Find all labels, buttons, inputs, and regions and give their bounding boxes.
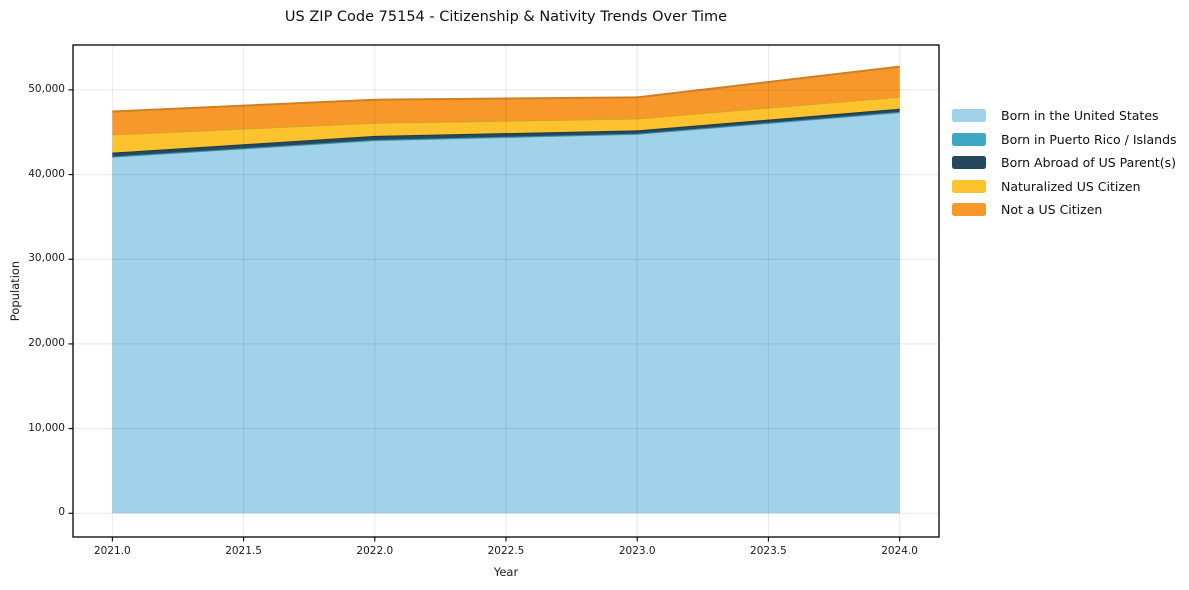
y-axis-label: Population: [8, 260, 22, 322]
x-tick-label: 2021.5: [225, 545, 262, 557]
area-born-in-the-united-states: [112, 112, 900, 514]
legend-label: Not a US Citizen: [1001, 202, 1103, 218]
edge-not-a-us-citizen: [112, 65, 900, 113]
x-tick-label: 2024.0: [881, 545, 918, 557]
x-tick-label: 2022.0: [356, 545, 394, 557]
legend-label: Born in Puerto Rico / Islands: [1001, 131, 1177, 147]
y-tick-label: 40,000: [28, 167, 65, 180]
legend-label: Born in the United States: [1001, 108, 1159, 124]
legend: Born in the United States Born in Puerto …: [952, 104, 1177, 222]
x-tick-label: 2021.0: [93, 545, 131, 557]
legend-item-born-abroad-of-us-parent-s: Born Abroad of US Parent(s): [952, 151, 1177, 175]
legend-swatch-icon: [952, 203, 986, 217]
legend-item-born-in-the-united-states: Born in the United States: [952, 104, 1177, 128]
x-tick-label: 2023.5: [750, 545, 787, 557]
chart-title: US ZIP Code 75154 - Citizenship & Nativi…: [284, 9, 728, 25]
area-naturalized-us-citizen: [112, 96, 900, 153]
legend-swatch-icon: [952, 179, 986, 193]
y-tick-label: 50,000: [28, 82, 65, 95]
legend-swatch-icon: [952, 156, 986, 170]
y-tick-label: 0: [58, 506, 65, 519]
legend-label: Naturalized US Citizen: [1001, 178, 1141, 194]
x-tick-label: 2022.5: [487, 545, 525, 557]
y-tick-label: 10,000: [28, 421, 65, 434]
legend-item-naturalized-us-citizen: Naturalized US Citizen: [952, 175, 1177, 199]
y-tick-label: 20,000: [28, 336, 65, 349]
legend-label: Born Abroad of US Parent(s): [1001, 155, 1176, 171]
x-axis-label: Year: [493, 565, 519, 579]
legend-item-not-a-us-citizen: Not a US Citizen: [952, 198, 1177, 222]
x-tick-label: 2023.0: [618, 545, 656, 557]
legend-swatch-icon: [952, 132, 986, 146]
edge-naturalized-us-citizen: [112, 95, 900, 136]
y-tick-label: 30,000: [28, 252, 65, 265]
legend-item-born-in-puerto-rico-islands: Born in Puerto Rico / Islands: [952, 128, 1177, 152]
area-not-a-us-citizen: [112, 66, 900, 135]
edge-born-in-puerto-rico-islands: [112, 110, 900, 158]
legend-swatch-icon: [952, 109, 986, 123]
